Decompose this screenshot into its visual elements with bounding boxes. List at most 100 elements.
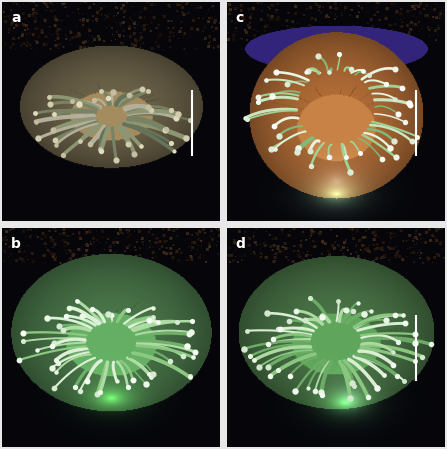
Point	[129, 377, 136, 384]
Point	[104, 310, 111, 317]
Point	[145, 103, 152, 110]
Point	[243, 116, 250, 123]
Point	[124, 141, 131, 148]
Point	[108, 311, 115, 318]
Point	[148, 106, 155, 114]
Point	[66, 304, 73, 312]
Point	[131, 150, 138, 158]
Point	[269, 335, 276, 343]
Point	[306, 148, 313, 155]
Point	[266, 372, 274, 379]
Point	[50, 110, 57, 118]
Point	[406, 101, 413, 108]
Point	[142, 381, 149, 388]
Point	[154, 319, 161, 326]
Point	[93, 391, 101, 398]
Point	[380, 371, 387, 379]
Point	[308, 162, 315, 169]
Point	[247, 352, 254, 360]
Point	[401, 320, 408, 327]
Point	[145, 317, 152, 324]
Point	[390, 361, 397, 368]
Point	[335, 298, 342, 305]
Point	[76, 138, 83, 145]
Point	[149, 304, 156, 311]
Point	[262, 77, 270, 84]
Point	[125, 91, 132, 98]
Point	[138, 86, 145, 93]
Text: d: d	[236, 237, 245, 251]
Point	[304, 67, 312, 75]
Point	[312, 387, 319, 395]
Point	[20, 329, 27, 336]
Point	[293, 308, 300, 315]
Point	[293, 149, 300, 156]
Point	[168, 140, 175, 147]
Point	[304, 384, 312, 391]
Point	[162, 125, 169, 132]
Point	[76, 387, 83, 395]
Point	[52, 357, 59, 364]
Point	[54, 360, 61, 367]
Text: a: a	[11, 11, 21, 25]
Point	[276, 326, 283, 333]
Point	[104, 95, 111, 102]
Point	[240, 345, 248, 352]
Point	[53, 141, 60, 148]
Point	[413, 133, 421, 140]
Point	[63, 312, 70, 319]
Point	[149, 313, 156, 321]
Point	[360, 310, 367, 317]
Point	[179, 352, 186, 360]
Point	[412, 358, 419, 365]
Point	[303, 69, 310, 76]
Point	[357, 150, 364, 157]
Point	[190, 354, 197, 361]
Point	[144, 88, 151, 95]
Point	[137, 143, 144, 150]
Point	[382, 80, 389, 88]
Point	[350, 382, 358, 389]
Point	[412, 339, 419, 347]
Point	[348, 65, 355, 72]
Point	[46, 101, 53, 108]
Point	[250, 357, 257, 364]
Point	[325, 69, 333, 76]
Point	[189, 318, 196, 325]
Point	[318, 392, 325, 399]
Point	[408, 137, 415, 145]
Point	[73, 297, 80, 304]
Point	[342, 306, 349, 313]
Point	[51, 339, 58, 347]
Point	[59, 152, 66, 159]
Point	[148, 374, 155, 381]
Point	[405, 100, 413, 107]
Point	[325, 154, 333, 161]
Point	[192, 348, 199, 356]
Point	[418, 353, 426, 360]
Point	[286, 372, 293, 379]
Point	[349, 380, 356, 387]
Point	[32, 118, 39, 125]
Point	[46, 93, 53, 101]
Point	[186, 331, 193, 338]
Point	[390, 348, 397, 356]
Point	[173, 318, 180, 326]
Point	[394, 338, 401, 345]
Point	[52, 369, 59, 376]
Point	[59, 327, 66, 334]
Point	[110, 88, 117, 96]
Point	[373, 384, 380, 391]
Point	[255, 364, 262, 371]
Point	[161, 127, 169, 134]
Point	[274, 326, 282, 333]
Point	[378, 155, 385, 163]
Point	[301, 317, 308, 324]
Point	[269, 92, 276, 99]
Point	[275, 132, 282, 139]
Point	[78, 313, 85, 320]
Point	[34, 347, 41, 354]
Point	[318, 313, 325, 321]
Point	[124, 383, 131, 391]
Point	[393, 372, 400, 379]
